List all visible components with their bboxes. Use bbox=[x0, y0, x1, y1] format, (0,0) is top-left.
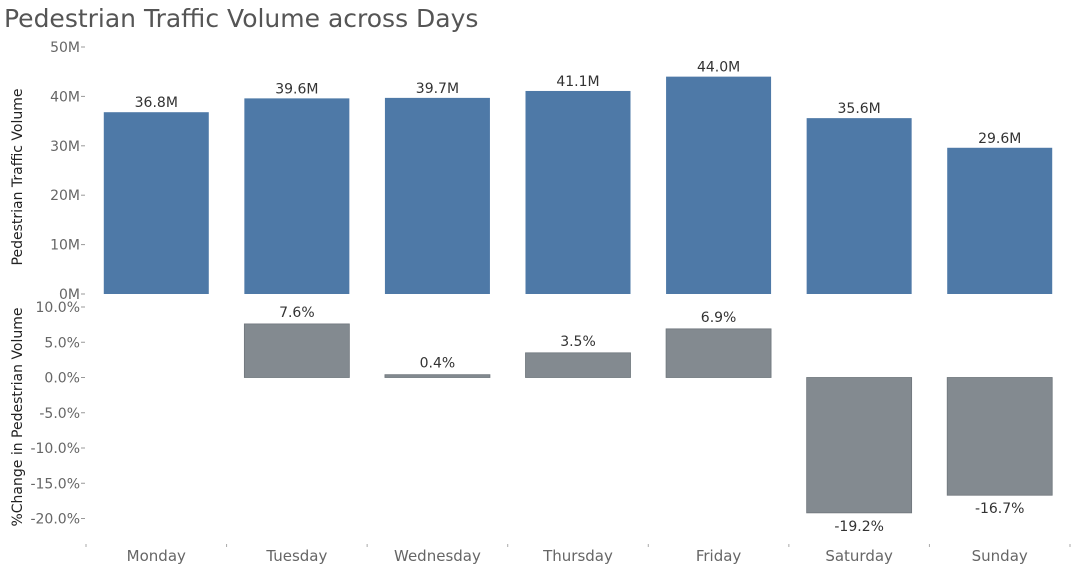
volume-data-label: 35.6M bbox=[838, 101, 881, 117]
volume-bar-tuesday bbox=[244, 98, 350, 294]
change-bar-tuesday bbox=[243, 323, 350, 378]
top-y-tick-label: 50M bbox=[50, 40, 80, 56]
x-category-label: Friday bbox=[696, 547, 742, 565]
bottom-y-tick-label: -10.0% bbox=[30, 441, 80, 457]
chart-title: Pedestrian Traffic Volume across Days bbox=[4, 4, 479, 33]
top-y-tick-label: 0M bbox=[59, 287, 80, 303]
change-data-label: 0.4% bbox=[420, 356, 456, 372]
volume-data-label: 39.6M bbox=[275, 81, 318, 97]
volume-bar-sunday bbox=[947, 147, 1053, 294]
bottom-panel: 10.0% 5.0% 0.0% -5.0% -10.0% -15.0% -20.0% 7.6%… bbox=[30, 300, 1053, 535]
bottom-y-tick-label: 10.0% bbox=[36, 300, 80, 316]
volume-bar-thursday bbox=[525, 90, 631, 294]
volume-data-label: 44.0M bbox=[697, 60, 740, 76]
bottom-y-tick-label: -15.0% bbox=[30, 476, 80, 492]
volume-bar-wednesday bbox=[384, 97, 490, 295]
volume-data-label: 29.6M bbox=[978, 131, 1021, 147]
x-category-label: Monday bbox=[127, 547, 186, 565]
top-y-axis-label: Pedestrian Traffic Volume bbox=[10, 89, 26, 266]
bottom-y-tick-label: -20.0% bbox=[30, 512, 80, 528]
x-category-label: Sunday bbox=[972, 547, 1028, 565]
bottom-y-tick-label: 0.0% bbox=[44, 371, 80, 387]
top-y-tick-label: 40M bbox=[50, 89, 80, 105]
x-axis: Monday Tuesday Wednesday Thursday Friday Satu… bbox=[85, 544, 1071, 565]
top-y-tick-label: 20M bbox=[50, 188, 80, 204]
x-category-label: Tuesday bbox=[265, 547, 327, 565]
volume-bar-monday bbox=[103, 112, 209, 294]
change-bar-sunday bbox=[946, 377, 1053, 496]
volume-bar-friday bbox=[666, 76, 772, 294]
top-y-tick-label: 30M bbox=[50, 139, 80, 155]
bottom-y-tick-label: 5.0% bbox=[44, 335, 80, 351]
change-data-label: 3.5% bbox=[560, 334, 596, 350]
change-data-label: 7.6% bbox=[279, 305, 315, 321]
x-category-label: Saturday bbox=[825, 547, 893, 565]
top-panel: 50M 40M 30M 20M 10M 0M 36.8M 39.6M 39.7M 41.1M 44.… bbox=[50, 40, 1053, 303]
change-bar-wednesday bbox=[384, 374, 491, 378]
change-bar-friday bbox=[665, 328, 772, 378]
change-data-label: -16.7% bbox=[975, 501, 1025, 517]
bottom-y-tick-label: -5.0% bbox=[39, 406, 80, 422]
volume-data-label: 39.7M bbox=[416, 81, 459, 97]
change-bar-thursday bbox=[525, 352, 631, 378]
change-data-label: -19.2% bbox=[834, 519, 884, 535]
volume-data-label: 41.1M bbox=[556, 74, 599, 90]
volume-data-label: 36.8M bbox=[135, 95, 178, 111]
bottom-y-axis-label: %Change in Pedestrian Volume bbox=[10, 307, 26, 526]
volume-bar-saturday bbox=[806, 118, 912, 294]
top-y-tick-label: 10M bbox=[50, 238, 80, 254]
change-data-label: 6.9% bbox=[701, 310, 737, 326]
change-bar-saturday bbox=[806, 377, 913, 514]
x-category-label: Wednesday bbox=[394, 547, 481, 565]
x-category-label: Thursday bbox=[542, 547, 613, 565]
